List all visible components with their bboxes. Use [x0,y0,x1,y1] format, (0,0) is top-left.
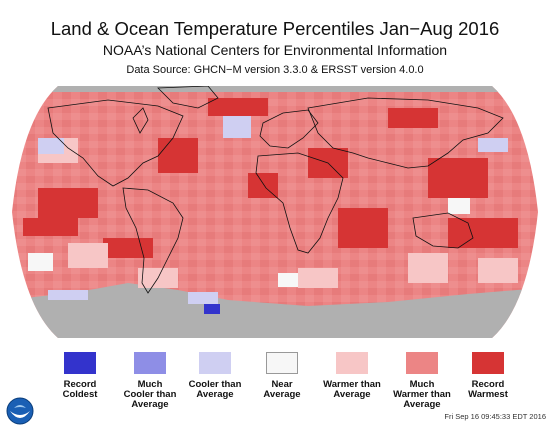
timestamp: Fri Sep 16 09:45:33 EDT 2016 [444,412,546,421]
cool-patch [188,292,218,304]
record-cold-patch [204,304,220,314]
legend-item: Cooler than Average [178,352,252,400]
cool-patch [478,138,508,152]
record-warm-patch [23,218,78,236]
record-warm-patch [448,218,518,248]
legend-label: Record [471,379,505,390]
world-temperature-map [12,86,538,338]
noaa-logo-icon [6,397,34,425]
legend-label: Much [409,379,435,390]
near-average-patch [278,273,298,287]
legend-item: Record Coldest [43,352,117,400]
legend-label: Coldest [62,389,98,400]
legend-label: Average [263,389,301,400]
legend: Record Coldest Much Cooler than Average Coole… [0,352,550,412]
data-source: Data Source: GHCN−M version 3.3.0 & ERSS… [126,64,424,76]
legend-item: Much Warmer than Average [385,352,459,410]
arctic-no-data [12,86,538,92]
record-warm-patch [103,238,153,258]
legend-label: Much [137,379,163,390]
record-warm-patch [158,138,198,173]
legend-item: Record Warmest [451,352,525,400]
near-average-patch [28,253,53,271]
legend-label: Near [271,379,293,390]
cool-patch [223,116,251,138]
map-title: Land & Ocean Temperature Percentiles Jan… [50,18,500,39]
cool-patch [38,138,64,154]
record-warm-patch [38,188,98,218]
legend-swatch [64,352,96,374]
legend-label: Average [196,389,234,400]
continent-outlines [47,86,504,294]
legend-label: Warmer than [393,389,451,400]
legend-swatch [199,352,231,374]
warm-patch [68,243,108,268]
legend-swatch [336,352,368,374]
warm-patch [478,258,518,283]
legend-swatch [406,352,438,374]
legend-label: Average [403,399,441,410]
legend-swatch [266,352,298,374]
map-subtitle: NOAA’s National Centers for Environmenta… [102,42,448,58]
warm-patch [298,268,338,288]
cool-patch [48,290,88,300]
legend-label: Record [63,379,97,390]
record-warm-patch [208,98,268,116]
legend-item: Warmer than Average [315,352,389,400]
near-average-patch [448,198,470,214]
warm-patch [408,253,448,283]
legend-swatch [472,352,504,374]
legend-label: Warmest [468,389,508,400]
legend-label: Warmer than [323,379,381,390]
legend-label: Cooler than [123,389,177,400]
legend-label: Cooler than [188,379,242,390]
record-warm-patch [338,208,388,248]
legend-label: Average [131,399,169,410]
legend-item: Much Cooler than Average [113,352,187,410]
legend-item: Near Average [245,352,319,400]
antarctica-no-data [12,283,538,338]
legend-label: Average [333,389,371,400]
record-warm-patch [428,158,488,198]
record-warm-patch [388,108,438,128]
legend-swatch [134,352,166,374]
